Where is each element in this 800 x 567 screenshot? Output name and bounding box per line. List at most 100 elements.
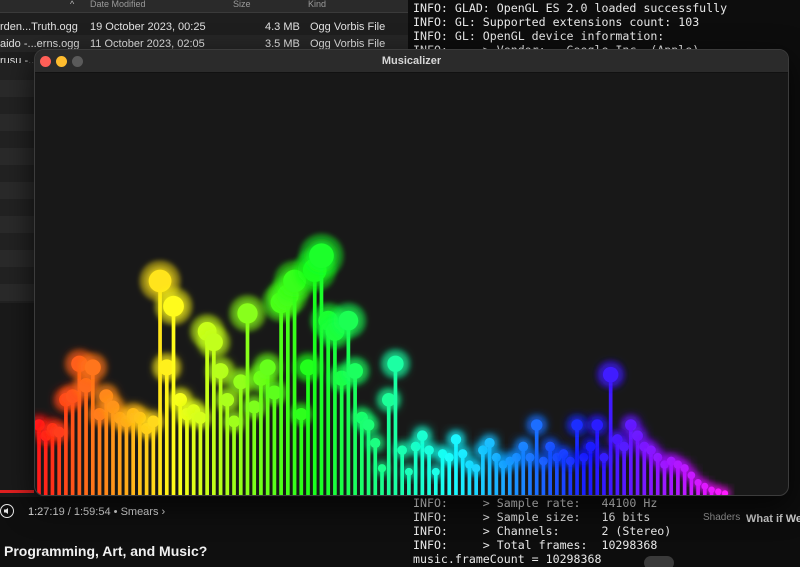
spectrum-peak [444,452,454,462]
spectrum-peak [599,452,609,462]
terminal-line: INFO: > Sample rate: 44100 Hz [413,496,658,510]
spectrum-peak [309,243,334,269]
spectrum-peak [163,295,184,317]
spectrum-peak [680,464,689,473]
file-row[interactable]: rden...Truth.ogg 19 October 2023, 00:25 … [0,18,410,35]
spectrum-peak [233,374,249,390]
spectrum-peak [484,437,495,449]
close-button[interactable] [40,56,51,67]
spectrum-peak [347,363,363,379]
file-date: 19 October 2023, 00:25 [90,21,206,33]
musicalizer-window[interactable]: Musicalizer [34,49,789,496]
spectrum-peak [247,400,261,414]
spectrum-peak [259,359,276,376]
spectrum-peak [220,393,235,407]
terminal-line: INFO: > Total frames: 10298368 [413,538,658,552]
maximize-button[interactable] [72,56,83,67]
spectrum-peak [237,303,258,324]
terminal-line: INFO: GL: OpenGL device information: [413,29,665,43]
time-readout: 1:27:19 / 1:59:54 [28,506,111,518]
chevron-up-icon: ^ [70,0,75,9]
file-kind: Ogg Vorbis File [310,21,386,33]
spectrum-peak [212,363,229,379]
spectrum-peak [147,415,160,428]
spectrum-peak [228,415,240,428]
window-titlebar[interactable]: Musicalizer [35,50,788,73]
spectrum-peak [53,426,65,438]
spectrum-peak [416,430,428,442]
minimize-button[interactable] [56,56,67,67]
spectrum-peak [362,419,375,431]
spectrum-peak [299,359,317,376]
spectrum-peak [397,445,407,456]
volume-icon[interactable] [0,504,14,518]
spectrum-peak [295,407,308,421]
spectrum-chart [35,233,731,495]
spectrum-peak [565,456,575,466]
spectrum-peak [472,464,481,473]
spectrum-visualizer [35,72,788,495]
spectrum-peak [173,393,188,407]
terminal-line: INFO: > Sample size: 16 bits [413,510,651,524]
spectrum-peak [518,441,529,452]
column-date-modified[interactable]: Date Modified [90,0,146,9]
shaders-label[interactable]: Shaders [703,512,741,523]
spectrum-peak [591,419,604,431]
file-size: 4.3 MB [265,21,300,33]
spectrum-peak [619,441,630,452]
spectrum-peak [267,385,282,400]
spectrum-peak [545,441,556,452]
spectrum-peak [204,333,223,352]
chapter-label[interactable]: Smears [120,506,159,518]
file-name: aido -...erns.ogg [0,38,80,50]
file-kind: Ogg Vorbis File [310,38,386,50]
video-time: 1:27:19 / 1:59:54 • Smears › [28,506,165,518]
spectrum-peak [602,366,619,383]
spectrum-peak [511,452,522,462]
ghost-pill [644,556,674,567]
column-size[interactable]: Size [233,0,251,9]
spectrum-peak [84,359,101,376]
window-title: Musicalizer [381,55,442,67]
video-progress-bar[interactable] [0,490,34,493]
video-player [0,497,410,567]
separator-dot: • [113,506,118,518]
spectrum-peak [338,310,359,331]
spectrum-peak [370,437,381,449]
spectrum-peak [78,378,94,393]
spectrum-peak [539,456,548,466]
spectrum-peak [579,452,589,462]
terminal-line: INFO: GL: Supported extensions count: 10… [413,15,700,29]
spectrum-peak [404,467,413,476]
spectrum-peak [687,471,696,480]
finder-empty-rows [0,63,34,303]
file-row[interactable]: aido -...erns.ogg 11 October 2023, 02:05… [0,35,410,52]
spectrum-peak [148,269,172,293]
spectrum-peak [387,355,404,372]
spectrum-peak [450,434,462,445]
finder-column-header: Date Modified Size Kind ^ [0,0,410,13]
file-date: 11 October 2023, 02:05 [90,38,205,50]
terminal-line: INFO: GLAD: OpenGL ES 2.0 loaded success… [413,1,728,15]
terminal-line: music.frameCount = 10298368 [413,552,602,566]
chevron-right-icon[interactable]: › [161,506,166,518]
spectrum-peak [194,411,207,424]
spectrum-peak [158,359,175,376]
spectrum-peak [424,445,434,456]
spectrum-peak [431,467,440,476]
video-title[interactable]: Programming, Art, and Music? [4,543,208,559]
file-name: rden...Truth.ogg [0,21,78,33]
spectrum-peak [525,452,535,462]
terminal-line: INFO: > Channels: 2 (Stereo) [413,524,672,538]
spectrum-peak [381,393,396,407]
spectrum-peak [571,419,583,431]
spectrum-peak [458,449,468,459]
spectrum-peak [530,419,543,431]
spectrum-peak [632,430,643,442]
column-kind[interactable]: Kind [308,0,327,9]
spectrum-peak [377,464,387,473]
file-size: 3.5 MB [265,38,300,50]
spectrum-peak [721,490,729,495]
spectrum-peak [585,441,596,452]
what-if-label[interactable]: What if We [746,513,800,525]
